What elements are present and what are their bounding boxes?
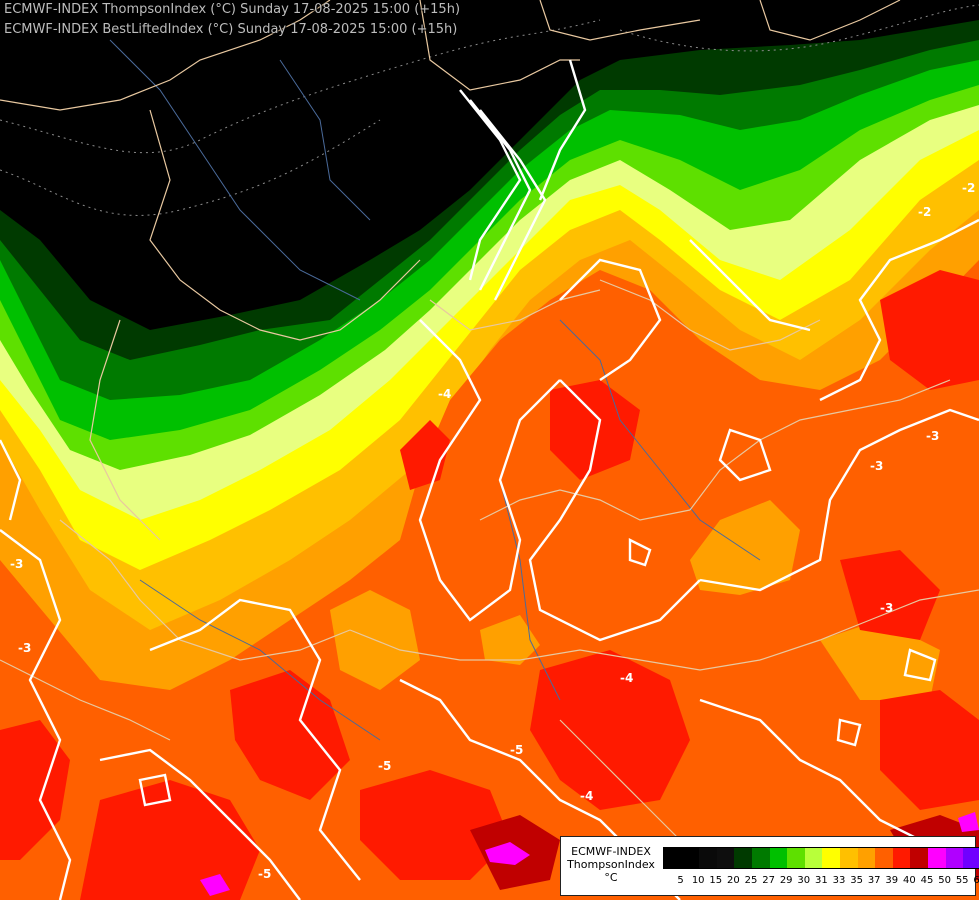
patch-red-10 [880, 690, 979, 810]
map-title-thompson-index: ECMWF-INDEX ThompsonIndex (°C) Sunday 17… [4, 2, 461, 17]
isoline-label: -3 [18, 641, 31, 655]
legend-swatch [945, 848, 964, 868]
patch-red-5 [360, 770, 510, 880]
patch-red-9 [400, 420, 450, 490]
legend-swatch [664, 848, 682, 868]
legend-tick-label: 39 [885, 875, 899, 886]
isoline-label: -5 [258, 867, 271, 881]
patch-orange-1 [690, 500, 800, 595]
legend-swatch [681, 848, 700, 868]
legend-swatch [699, 848, 717, 868]
legend-swatch [857, 848, 876, 868]
isoline-labels: -4 -3 -3 -3 -3 -3 -4 -5 -5 -4 -5 -2 -2 [10, 181, 975, 881]
patch-red-1 [230, 670, 350, 800]
legend-tick-label: 30 [797, 875, 811, 886]
legend-swatch [751, 848, 770, 868]
legend-tick-label: 37 [867, 875, 881, 886]
isoline-label: -3 [870, 459, 883, 473]
legend-label-line: °C [604, 871, 618, 884]
legend-swatch [839, 848, 858, 868]
isoline-label: -4 [438, 387, 451, 401]
legend-swatch [822, 848, 840, 868]
patch-red-2 [530, 650, 690, 810]
legend-tick-label: 55 [955, 875, 969, 886]
legend-tick-label: 20 [727, 875, 740, 886]
legend-tick-label: 15 [709, 875, 723, 886]
isoline-label: -4 [620, 671, 633, 685]
isoline-label: -4 [580, 789, 593, 803]
legend-tick-label: 31 [815, 875, 828, 886]
patch-orange-4 [820, 620, 940, 700]
patch-magenta-2 [200, 874, 230, 896]
patch-red-7 [880, 270, 979, 390]
legend-label-line: ThompsonIndex [567, 858, 655, 871]
legend-tick-label: 25 [744, 875, 758, 886]
patch-red-4 [80, 780, 260, 900]
legend-swatch [875, 848, 893, 868]
legend-swatch [769, 848, 788, 868]
legend-swatch [892, 848, 911, 868]
legend-swatch [716, 848, 735, 868]
patch-orange-3 [480, 615, 540, 665]
legend-swatch [910, 848, 928, 868]
legend-tick-label: 33 [832, 875, 846, 886]
patch-magenta-1 [485, 842, 530, 865]
rivers [109, 39, 761, 741]
legend-swatch [927, 848, 946, 868]
legend-tick-label: 10 [691, 875, 705, 886]
legend-tick-label: 45 [920, 875, 934, 886]
isoline-label: -5 [378, 759, 391, 773]
legend-tick-label: 40 [903, 875, 916, 886]
patch-magenta-3 [958, 812, 979, 832]
isoline-label: -3 [10, 557, 23, 571]
isoline-label: -5 [510, 743, 523, 757]
legend-tick-label: 29 [779, 875, 793, 886]
patch-red-6 [550, 380, 640, 480]
legend-tick-label: 60 [973, 875, 979, 886]
legend-tick-label: 5 [677, 875, 684, 886]
patch-red-8 [840, 550, 940, 640]
isoline-label: -2 [918, 205, 931, 219]
isoline-label: -3 [880, 601, 893, 615]
legend-swatch [734, 848, 752, 868]
legend-swatch [804, 848, 823, 868]
isoline-label: -3 [926, 429, 939, 443]
legend-tick-label: 50 [938, 875, 951, 886]
legend-swatch [963, 848, 979, 868]
country-borders [0, 0, 979, 881]
legend-ticks: 5 10 15 20 25 27 29 30 31 33 35 37 39 40 45 50 55 60 [663, 875, 979, 889]
legend-tick-label: 27 [762, 875, 775, 886]
color-legend: ECMWF-INDEX ThompsonIndex °C 5 10 15 20 25 27… [560, 836, 979, 896]
isoline-label: -2 [962, 181, 975, 195]
legend-swatch [787, 848, 805, 868]
map-title-best-lifted-index: ECMWF-INDEX BestLiftedIndex (°C) Sunday … [4, 22, 458, 37]
legend-label: ECMWF-INDEX ThompsonIndex °C [563, 845, 659, 884]
legend-label-line: ECMWF-INDEX [571, 845, 651, 858]
legend-tick-label: 35 [850, 875, 863, 886]
legend-swatches [663, 847, 979, 869]
